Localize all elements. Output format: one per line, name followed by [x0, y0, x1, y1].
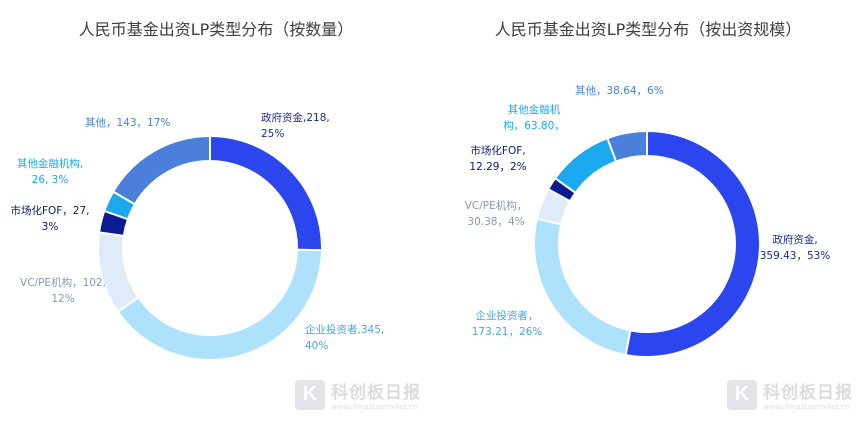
slice-label-other: 其他，143，17%: [85, 115, 170, 131]
slice-label-corporate: 企业投资者,345, 40%: [305, 322, 384, 354]
slice-label-corporate: 企业投资者， 173.21，26%: [462, 308, 552, 340]
slice-label-line: VC/PE机构，102,: [20, 277, 106, 289]
slice-label-other-financial: 其他金融机构, 26, 3%: [10, 156, 90, 188]
chart-panel-by-amount: 人民币基金出资LP类型分布（按出资规模） 政府资金, 359.43，53% 企业投…: [432, 0, 864, 422]
slice-label-fof: 市场化FOF, 12.29，2%: [458, 143, 538, 175]
watermark-name: 科创板日报: [763, 383, 853, 403]
slice-label-line: 其他，38.64，6%: [575, 85, 664, 97]
slice-label-line: 12%: [51, 293, 75, 305]
slice-label-line: 企业投资者，: [475, 310, 539, 322]
slice-label-line: 359.43，53%: [759, 250, 831, 262]
slice-label-line: 30.38，4%: [467, 216, 525, 228]
slice-label-line: 3%: [41, 221, 59, 233]
watermark-url: www.chinastarmarket.cn: [331, 403, 418, 411]
watermark-logo-icon: K: [295, 379, 325, 410]
slice-label-line: 173.21，26%: [471, 326, 543, 338]
donut-slice-other: [606, 129, 648, 163]
slice-label-line: 12.29，2%: [469, 161, 527, 173]
slice-label-line: 构，63.80，: [503, 120, 565, 132]
donut-slice-government: [209, 134, 323, 252]
slice-label-line: 政府资金,: [772, 234, 818, 246]
slice-label-government: 政府资金,218, 25%: [261, 110, 330, 142]
watermark: K 科创板日报 www.chinastarmarket.cn: [295, 378, 421, 411]
slice-label-other: 其他，38.64，6%: [575, 83, 664, 99]
chart-panel-by-count: 人民币基金出资LP类型分布（按数量） 政府资金,218, 25% 企业投资者,34…: [0, 0, 432, 422]
slice-label-line: 其他金融机: [507, 104, 561, 116]
donut-slice-other-financial: [553, 136, 618, 195]
slice-label-line: 企业投资者,345,: [305, 324, 385, 336]
slice-label-vcpe: VC/PE机构，102, 12%: [12, 275, 114, 307]
chart-title: 人民币基金出资LP类型分布（按出资规模）: [494, 20, 802, 39]
slice-label-government: 政府资金, 359.43，53%: [750, 232, 840, 264]
slice-label-line: 市场化FOF,: [470, 145, 526, 157]
chart-title: 人民币基金出资LP类型分布（按数量）: [78, 20, 354, 39]
donut-slice-corporate: [116, 248, 323, 361]
watermark-name: 科创板日报: [331, 383, 421, 403]
slice-label-line: 25%: [261, 128, 285, 140]
slice-label-fof: 市场化FOF，27, 3%: [8, 203, 92, 235]
donut-chart: [97, 134, 323, 361]
slice-label-vcpe: VC/PE机构， 30.38，4%: [458, 198, 534, 230]
slice-label-line: 其他，143，17%: [85, 117, 171, 129]
slice-label-other-financial: 其他金融机构，63.80，: [492, 102, 576, 134]
watermark: K 科创板日报 www.chinastarmarket.cn: [727, 378, 853, 411]
donut-slice-government: [624, 129, 761, 358]
donut-chart: [533, 129, 761, 358]
slice-label-line: 26, 3%: [31, 174, 69, 186]
slice-label-line: 政府资金,218,: [261, 112, 330, 124]
slice-label-line: 市场化FOF，27,: [10, 205, 90, 217]
slice-label-line: VC/PE机构，: [464, 200, 528, 212]
watermark-logo-icon: K: [727, 379, 757, 410]
watermark-url: www.chinastarmarket.cn: [763, 403, 850, 411]
slice-label-line: 40%: [305, 340, 329, 352]
slice-label-line: 其他金融机构,: [16, 158, 84, 170]
donut-slice-other: [111, 134, 211, 206]
